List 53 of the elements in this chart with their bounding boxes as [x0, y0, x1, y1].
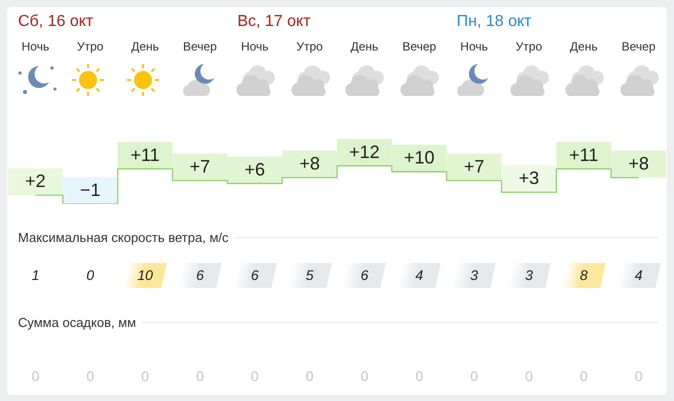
data-label: −1	[80, 180, 101, 200]
data-label: +7	[190, 156, 210, 177]
data-label: 0	[578, 367, 589, 386]
data-label: +7	[464, 156, 484, 177]
data-label: +2	[25, 171, 46, 192]
text: Максимальная скорость ветра, м/с	[18, 230, 228, 245]
data-label: +8	[299, 154, 320, 174]
text: Сб, 16 окт	[18, 13, 94, 31]
data-label: 5	[304, 266, 315, 285]
data-label: 0	[140, 367, 150, 386]
x-tick-label: День	[350, 40, 378, 54]
data-label: 1	[30, 266, 40, 285]
data-label: +6	[244, 159, 266, 180]
data-label: 0	[414, 367, 424, 386]
data-label: 0	[195, 367, 205, 386]
data-label: 0	[634, 367, 644, 386]
text: Вс, 17 окт	[237, 13, 311, 31]
data-label: 4	[634, 266, 644, 285]
x-tick-label: Утро	[516, 40, 542, 54]
data-label: 3	[469, 266, 480, 285]
data-label: +10	[404, 148, 435, 168]
data-label: 0	[85, 266, 96, 285]
x-tick-label: День	[131, 40, 159, 54]
data-label: 10	[136, 266, 154, 285]
text: Пн, 18 окт	[456, 13, 532, 31]
x-tick-label: Утро	[77, 40, 104, 54]
data-label: 0	[85, 367, 96, 386]
x-tick-label: Ночь	[460, 40, 488, 54]
x-tick-label: Вечер	[622, 40, 656, 54]
data-label: 6	[250, 266, 260, 285]
data-label: 0	[524, 367, 534, 386]
data-label: 6	[195, 266, 205, 285]
x-tick-label: Вечер	[182, 40, 218, 54]
data-label: 8	[578, 266, 589, 285]
x-tick-label: День	[570, 40, 598, 54]
data-label: 0	[360, 367, 370, 386]
data-label: 6	[360, 266, 370, 285]
x-tick-label: Ночь	[22, 40, 50, 54]
data-label: +12	[349, 142, 380, 162]
data-label: 0	[250, 367, 260, 386]
data-label: +11	[569, 144, 598, 165]
text: Сумма осадков, мм	[18, 315, 136, 330]
x-tick-label: Утро	[296, 40, 324, 54]
data-label: 0	[469, 367, 480, 386]
data-label: +8	[628, 154, 649, 174]
data-label: +11	[130, 144, 160, 165]
data-label: +3	[518, 168, 540, 188]
data-label: 3	[524, 266, 534, 285]
data-label: 0	[304, 367, 315, 386]
data-label: 4	[414, 266, 424, 285]
data-label: 0	[30, 367, 40, 386]
x-tick-label: Ночь	[240, 40, 269, 54]
x-tick-label: Вечер	[402, 40, 437, 54]
